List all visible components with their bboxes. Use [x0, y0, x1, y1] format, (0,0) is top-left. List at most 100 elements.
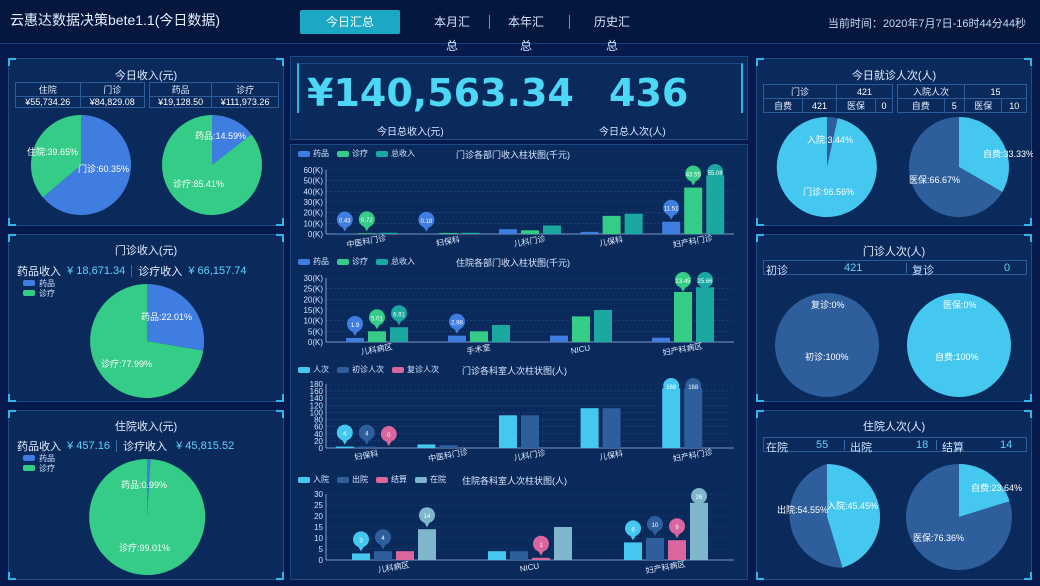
y-tick-label: 20(K) — [303, 209, 323, 218]
y-tick-label: 10(K) — [303, 219, 323, 228]
legend-label: 总收入 — [391, 257, 415, 266]
x-tick-label: 手术室 — [466, 342, 491, 356]
bar — [602, 215, 621, 234]
y-tick-label: 0(K) — [308, 230, 323, 239]
x-tick-label: 妇产科病区 — [662, 341, 703, 358]
chart1-title: 门诊各部门收入柱状图(千元) — [456, 150, 570, 160]
x-tick-label: 儿科病区 — [377, 559, 410, 574]
pie-slice — [30, 115, 81, 198]
y-tick-label: 160 — [310, 387, 324, 396]
today-income-pies: 住院:39.65% 门诊:60.35% 药品:14.59% 诊疗:85.41% — [27, 115, 263, 215]
legend-label: 入院 — [313, 475, 329, 484]
pie-label: 出院:54.55% — [777, 504, 828, 515]
bar — [550, 335, 568, 342]
bar — [521, 415, 539, 448]
pie-label: 门诊:60.35% — [78, 163, 129, 174]
data-label: 23.45 — [675, 279, 691, 285]
pie-label: 自费:23.64% — [971, 482, 1022, 493]
y-tick-label: 30(K) — [303, 274, 323, 283]
value: 55 — [816, 439, 829, 451]
x-tick-label: 妇产科门诊 — [672, 447, 713, 464]
data-label-pin: 11.51 — [663, 199, 680, 220]
data-label: 168 — [666, 385, 677, 391]
y-tick-label: 20 — [314, 437, 323, 446]
pie-slice — [147, 283, 205, 351]
data-label: 4 — [381, 536, 385, 542]
today-income-panel: 今日收入(元) 住院 门诊 ¥55,734.26 ¥84,829.08 药品 诊疗 ¥… — [8, 58, 284, 226]
pie-label: 自费:100% — [935, 351, 979, 362]
label: 诊疗收入 — [138, 266, 183, 278]
bar — [652, 337, 670, 342]
value: ¥ 45,815.52 — [176, 440, 235, 452]
pie-label: 药品:14.59% — [195, 131, 246, 141]
x-tick-label: 中医科门诊 — [346, 233, 387, 250]
x-tick-label: 儿保科 — [598, 234, 623, 248]
tab-today-summary[interactable]: 今日汇总 — [300, 10, 400, 34]
data-label-pin: 9 — [669, 518, 685, 539]
label: 药品收入 — [17, 441, 61, 453]
tab-month-summary[interactable]: 本月汇总 — [433, 15, 470, 53]
bar — [346, 337, 364, 342]
today-visits-pies: 入院:3.44% 门诊:96.56% 自费:33.33% 医保:66.67% — [776, 116, 1033, 217]
data-label-pin: 8 — [625, 520, 641, 541]
label: 复诊 — [912, 265, 934, 277]
app-title: 云惠达数据决策bete1.1(今日数据) — [10, 12, 221, 28]
x-tick-label: 中医科门诊 — [427, 447, 468, 464]
bar — [602, 408, 621, 448]
bar — [418, 529, 436, 560]
tab-year-summary[interactable]: 本年汇总 — [507, 15, 544, 53]
bar — [390, 327, 408, 342]
inpatient-dept-visits-chart: 30 25 20 15 10 5 0 儿科病区 NICU 妇产科病区 3 4 14 1 8 10 9 26 — [314, 488, 734, 575]
value: 0 — [874, 98, 894, 113]
y-tick-label: 20 — [314, 512, 323, 521]
pie-slice — [827, 463, 881, 568]
data-label-pin: 0.18 — [418, 211, 435, 232]
inpatient-income-summary: 药品收入 ¥ 457.16 诊疗收入 ¥ 45,815.52 — [17, 438, 234, 454]
tab-history-summary[interactable]: 历史汇总 — [593, 15, 630, 53]
tab-divider — [568, 15, 570, 29]
y-tick-label: 40 — [314, 430, 323, 439]
bar — [379, 232, 398, 234]
bar — [532, 557, 550, 560]
value: ¥ 66,157.74 — [188, 265, 247, 277]
chart3-title: 门诊各科室人次柱状图(人) — [462, 366, 567, 376]
bar — [521, 230, 539, 234]
data-label-pin: 1 — [533, 535, 549, 556]
data-label-pin: 25.66 — [697, 272, 713, 292]
pie-legend: 药品 诊疗 — [23, 453, 55, 473]
outpatient-dept-visits-chart: 180160140120100806040200妇保科 中医科门诊 儿科门诊 儿保科妇… — [310, 378, 734, 464]
value: ¥ 18,671.34 — [67, 265, 126, 277]
label: 门诊 — [79, 82, 145, 97]
chart4-legend: 入院 出院 结算 在院 — [298, 474, 454, 485]
pie-slice — [959, 464, 1010, 517]
pie-slice — [89, 459, 206, 575]
x-tick-label: 儿科门诊 — [513, 447, 546, 462]
bar — [335, 446, 354, 448]
y-tick-label: 40(K) — [303, 187, 323, 196]
label: 门诊 — [763, 84, 837, 99]
inpatient-visits-pies: 入院:45.45% 出院:54.55% 自费:23.64% 医保:76.36% — [777, 463, 1022, 570]
x-tick-label: 儿科门诊 — [513, 233, 546, 248]
bar — [674, 291, 692, 342]
data-label: 9 — [675, 525, 679, 531]
panel-title: 门诊收入(元) — [114, 245, 178, 257]
data-label: 0.43 — [339, 219, 351, 225]
y-tick-label: 10(K) — [303, 317, 323, 326]
panel-title: 今日就诊人次(人) — [851, 70, 937, 82]
y-tick-label: 120 — [310, 401, 324, 410]
bar — [357, 446, 376, 448]
pie-label: 初诊:100% — [805, 351, 849, 362]
income-type-table: 住院 门诊 ¥55,734.26 ¥84,829.08 — [15, 82, 145, 108]
pie-slice — [908, 117, 1003, 217]
value: ¥ 457.16 — [67, 440, 110, 452]
data-label: 0.72 — [361, 218, 373, 224]
outpatient-visits-table: 门诊 421 自费 421 医保 0 — [762, 84, 894, 113]
outpatient-income-summary: 药品收入 ¥ 18,671.34 诊疗收入 ¥ 66,157.74 — [17, 263, 247, 279]
legend-label: 诊疗 — [352, 257, 368, 266]
chart2-legend: 药品 诊疗 总收入 — [298, 256, 423, 267]
label: 结算 — [942, 442, 964, 454]
data-label-pin: 23.45 — [675, 272, 691, 292]
panel-title: 门诊人次(人) — [862, 246, 926, 258]
legend-label: 在院 — [430, 475, 446, 484]
pie-slice — [789, 464, 843, 568]
